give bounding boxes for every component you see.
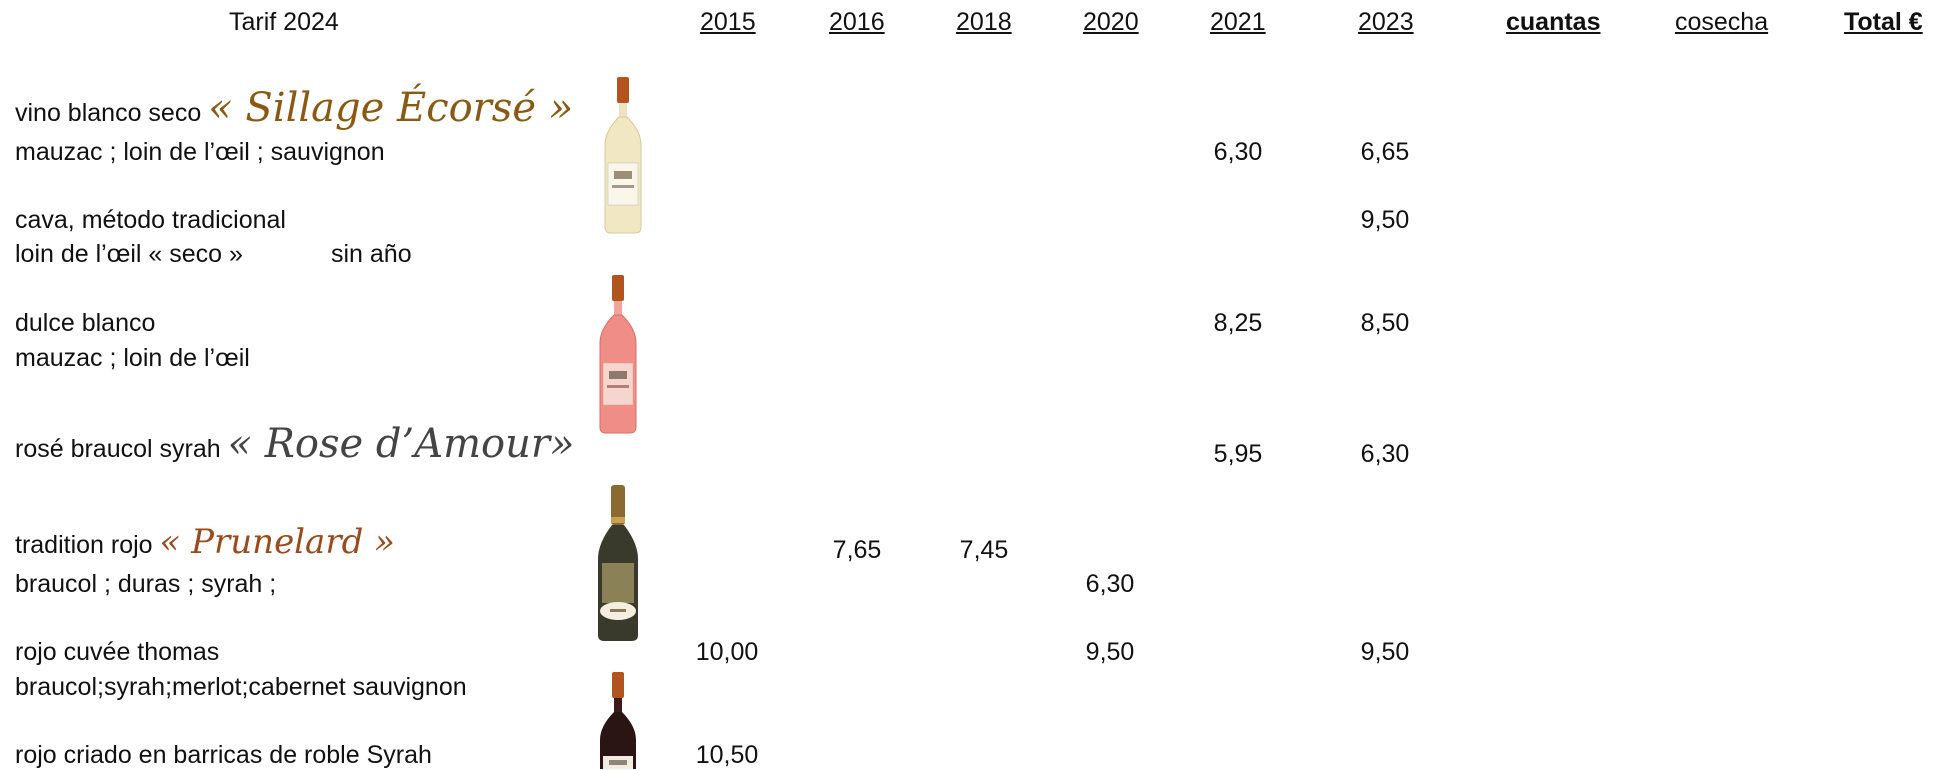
sparkling-wine-bottle-image — [598, 485, 638, 641]
wine-grapes: braucol;syrah;merlot;cabernet sauvignon — [15, 673, 467, 701]
wine-name: tradition rojo « Prunelard » — [15, 525, 395, 560]
red-wine-bottle-image — [600, 672, 636, 769]
vintage-note: sin año — [331, 240, 412, 268]
year-header-2021: 2021 — [1210, 8, 1266, 36]
cosecha-header: cosecha — [1675, 8, 1769, 36]
wine-grapes: loin de l’œil « seco » — [15, 240, 243, 268]
total-header: Total € — [1844, 8, 1923, 36]
price-2021: 8,25 — [1213, 309, 1263, 337]
tariff-title: Tarif 2024 — [229, 8, 339, 36]
year-header-2015: 2015 — [700, 8, 756, 36]
price-2015: 10,00 — [695, 638, 759, 666]
price-2023: 6,65 — [1360, 138, 1410, 166]
wine-grapes: mauzac ; loin de l’œil — [15, 344, 250, 372]
price-2020: 9,50 — [1085, 638, 1135, 666]
year-header-2016: 2016 — [829, 8, 885, 36]
wine-name: rojo criado en barricas de roble Syrah — [15, 741, 432, 769]
price-2021: 6,30 — [1213, 138, 1263, 166]
wine-name: rojo cuvée thomas — [15, 638, 220, 666]
price-2023: 9,50 — [1360, 638, 1410, 666]
price-2023: 6,30 — [1360, 440, 1410, 468]
price-2021: 5,95 — [1213, 440, 1263, 468]
wine-name: cava, método tradicional — [15, 206, 286, 234]
year-header-2023: 2023 — [1358, 8, 1414, 36]
year-header-2020: 2020 — [1083, 8, 1139, 36]
wine-name-text: rosé braucol syrah — [15, 435, 221, 463]
wine-name: vino blanco seco « Sillage Écorsé » — [15, 88, 573, 128]
price-2018: 7,45 — [959, 536, 1009, 564]
price-2023: 9,50 — [1360, 206, 1410, 234]
wine-script-name: « Prunelard » — [159, 522, 395, 562]
year-header-2018: 2018 — [956, 8, 1012, 36]
wine-name-text: tradition rojo — [15, 531, 153, 559]
cuantas-header: cuantas — [1506, 8, 1601, 36]
wine-name: dulce blanco — [15, 309, 156, 337]
wine-grapes: mauzac ; loin de l’œil ; sauvignon — [15, 138, 385, 166]
wine-name: rosé braucol syrah « Rose d’Amour» — [15, 424, 574, 464]
white-wine-bottle-image — [604, 77, 642, 234]
price-2016: 7,65 — [832, 536, 882, 564]
wine-name-text: vino blanco seco — [15, 99, 202, 127]
price-2020: 6,30 — [1085, 570, 1135, 598]
wine-grapes: braucol ; duras ; syrah ; — [15, 570, 277, 598]
price-2023: 8,50 — [1360, 309, 1410, 337]
price-2015: 10,50 — [695, 741, 759, 769]
wine-script-name: « Rose d’Amour» — [227, 421, 575, 467]
rose-wine-bottle-image — [599, 275, 637, 434]
wine-script-name: « Sillage Écorsé » — [208, 85, 574, 131]
